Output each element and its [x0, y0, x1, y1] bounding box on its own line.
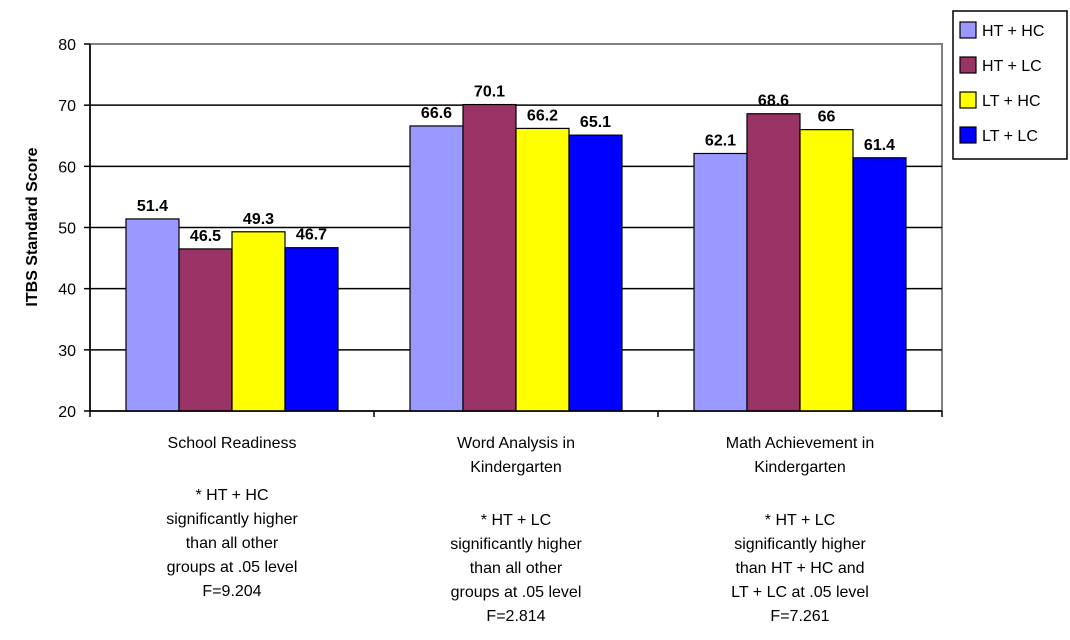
bar: [799, 129, 854, 412]
data-label: 62.1: [705, 132, 736, 149]
bar: [515, 127, 570, 412]
note-line: * HT + LC: [765, 512, 835, 529]
note-line: F=2.814: [486, 608, 545, 625]
bar: [746, 113, 801, 412]
category-label: Math Achievement in: [726, 435, 875, 452]
legend-label: HT + HC: [982, 23, 1044, 40]
bar: [693, 152, 748, 412]
data-labels: 51.4 46.5 49.3 46.7 66.6 70.1 66.2 65.1 62.1 68.6…: [137, 84, 895, 245]
note-line: significantly higher: [166, 511, 298, 528]
note-line: than all other: [186, 535, 279, 552]
legend: HT + HC HT + LC LT + HC LT + LC: [952, 10, 1068, 160]
legend-label: HT + LC: [982, 58, 1042, 75]
axes: [84, 43, 943, 417]
data-label: 51.4: [137, 198, 168, 215]
y-tick-label: 30: [58, 343, 76, 360]
data-label: 66.6: [421, 105, 452, 122]
note-line: significantly higher: [450, 536, 582, 553]
data-label: 65.1: [580, 114, 611, 131]
note-line: than all other: [470, 560, 563, 577]
bar: [125, 218, 180, 412]
bar: [178, 248, 233, 412]
y-tick-label: 80: [58, 37, 76, 54]
bars: [125, 103, 907, 412]
data-label: 46.5: [190, 228, 221, 245]
y-tick-label: 60: [58, 159, 76, 176]
y-tick-label: 20: [58, 404, 76, 421]
bar: [568, 134, 623, 412]
data-label: 61.4: [864, 137, 895, 154]
note-line: F=7.261: [770, 608, 829, 625]
legend-swatch: [959, 21, 977, 39]
legend-swatch: [959, 56, 977, 74]
bar: [284, 247, 339, 412]
data-label: 70.1: [474, 84, 505, 101]
legend-swatch: [959, 91, 977, 109]
note-line: groups at .05 level: [451, 584, 582, 601]
y-axis-title: ITBS Standard Score: [24, 147, 41, 306]
data-label: 66.2: [527, 107, 558, 124]
legend-label: LT + HC: [982, 93, 1041, 110]
note-line: * HT + LC: [481, 512, 551, 529]
data-label: 68.6: [758, 93, 789, 110]
note-line: than HT + HC and: [735, 560, 864, 577]
y-tick-label: 70: [58, 98, 76, 115]
data-label: 49.3: [243, 211, 274, 228]
y-tick-label: 40: [58, 282, 76, 299]
significance-notes: * HT + HC significantly higher than all ot…: [166, 487, 869, 625]
bar: [409, 125, 464, 412]
category-label: Kindergarten: [754, 459, 846, 476]
bar: [852, 157, 907, 412]
y-tick-label: 50: [58, 221, 76, 238]
note-line: groups at .05 level: [167, 559, 298, 576]
data-label: 46.7: [296, 227, 327, 244]
bar: [231, 231, 286, 412]
category-labels: School Readiness Word Analysis in Kinderga…: [168, 435, 875, 476]
note-line: significantly higher: [734, 536, 866, 553]
category-label: School Readiness: [168, 435, 297, 452]
note-line: * HT + HC: [195, 487, 268, 504]
data-label: 66: [818, 109, 836, 126]
legend-label: LT + LC: [982, 128, 1038, 145]
y-tick-labels: 20 30 40 50 60 70 80: [58, 37, 76, 421]
bar: [462, 103, 517, 412]
note-line: LT + LC at .05 level: [731, 584, 869, 601]
legend-swatch: [959, 126, 977, 144]
category-label: Word Analysis in: [457, 435, 575, 452]
note-line: F=9.204: [202, 583, 261, 600]
category-label: Kindergarten: [470, 459, 562, 476]
